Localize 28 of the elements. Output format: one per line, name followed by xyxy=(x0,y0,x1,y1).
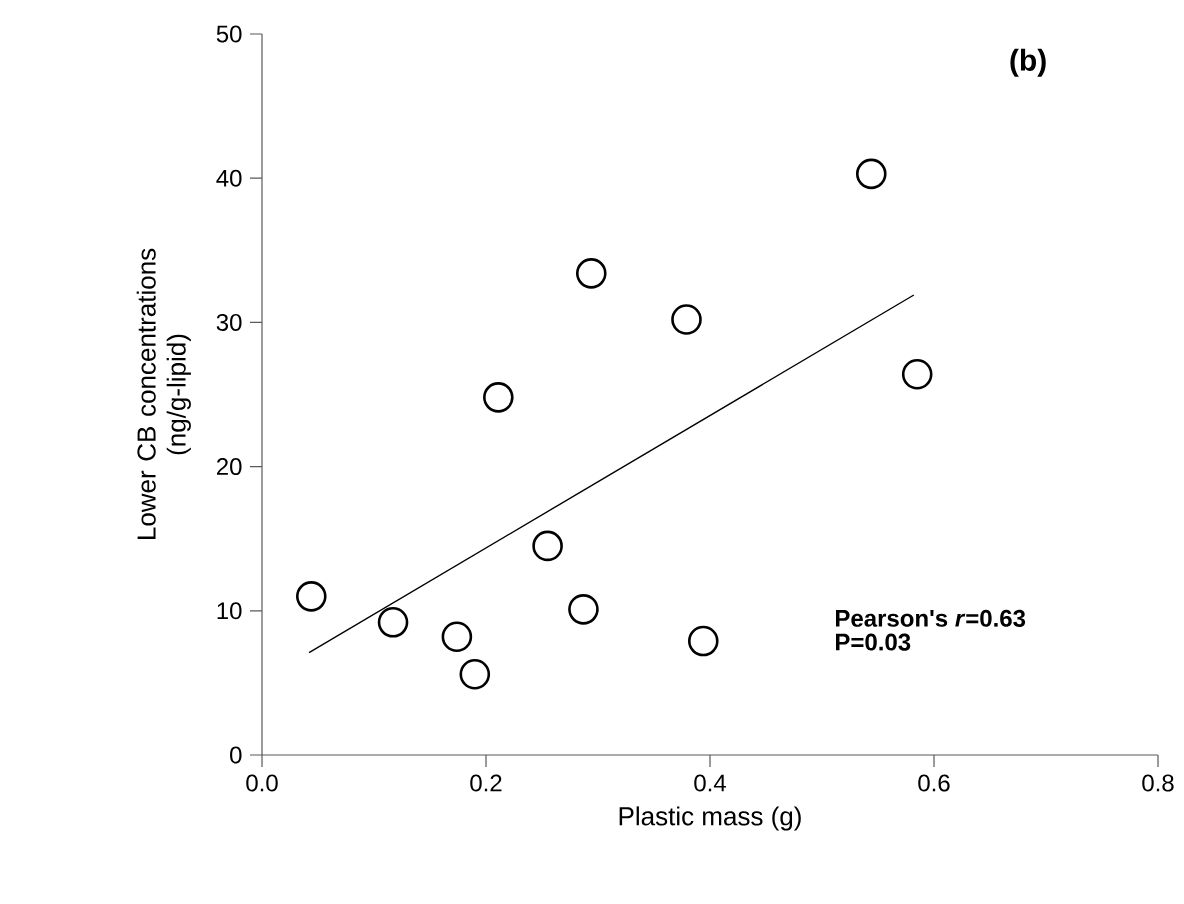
x-tick-label: 0.6 xyxy=(918,774,950,792)
x-tick-label: 0.4 xyxy=(694,774,726,792)
x-axis-title: Plastic mass (g) xyxy=(619,806,801,831)
y-tick-label: 10 xyxy=(217,602,242,620)
point xyxy=(855,158,887,190)
point xyxy=(483,382,514,413)
point xyxy=(687,625,719,657)
point xyxy=(295,581,327,612)
y-tick-label: 20 xyxy=(216,458,242,476)
point xyxy=(377,607,409,638)
annotation: (b) xyxy=(1010,48,1046,77)
y-tick-label: 40 xyxy=(216,169,242,187)
x-tick-label: 0.2 xyxy=(470,774,502,792)
point xyxy=(575,258,607,289)
y-tick-label: 30 xyxy=(216,313,242,331)
y-tick-label: 0 xyxy=(230,746,242,764)
point xyxy=(568,594,599,625)
point xyxy=(671,304,702,335)
y-tick-label: 50 xyxy=(216,25,242,43)
point xyxy=(901,359,933,390)
annotation: P=0.03 xyxy=(836,633,911,651)
x-tick-label: 0.8 xyxy=(1142,774,1174,792)
point xyxy=(441,621,473,653)
point xyxy=(532,530,563,562)
y-axis-title: Lower CB concentrations (ng/g-lipid) xyxy=(136,248,191,540)
x-tick-label: 0.0 xyxy=(246,774,278,792)
point xyxy=(459,658,491,690)
annotation: Pearson's r=0.63 xyxy=(836,609,1026,627)
